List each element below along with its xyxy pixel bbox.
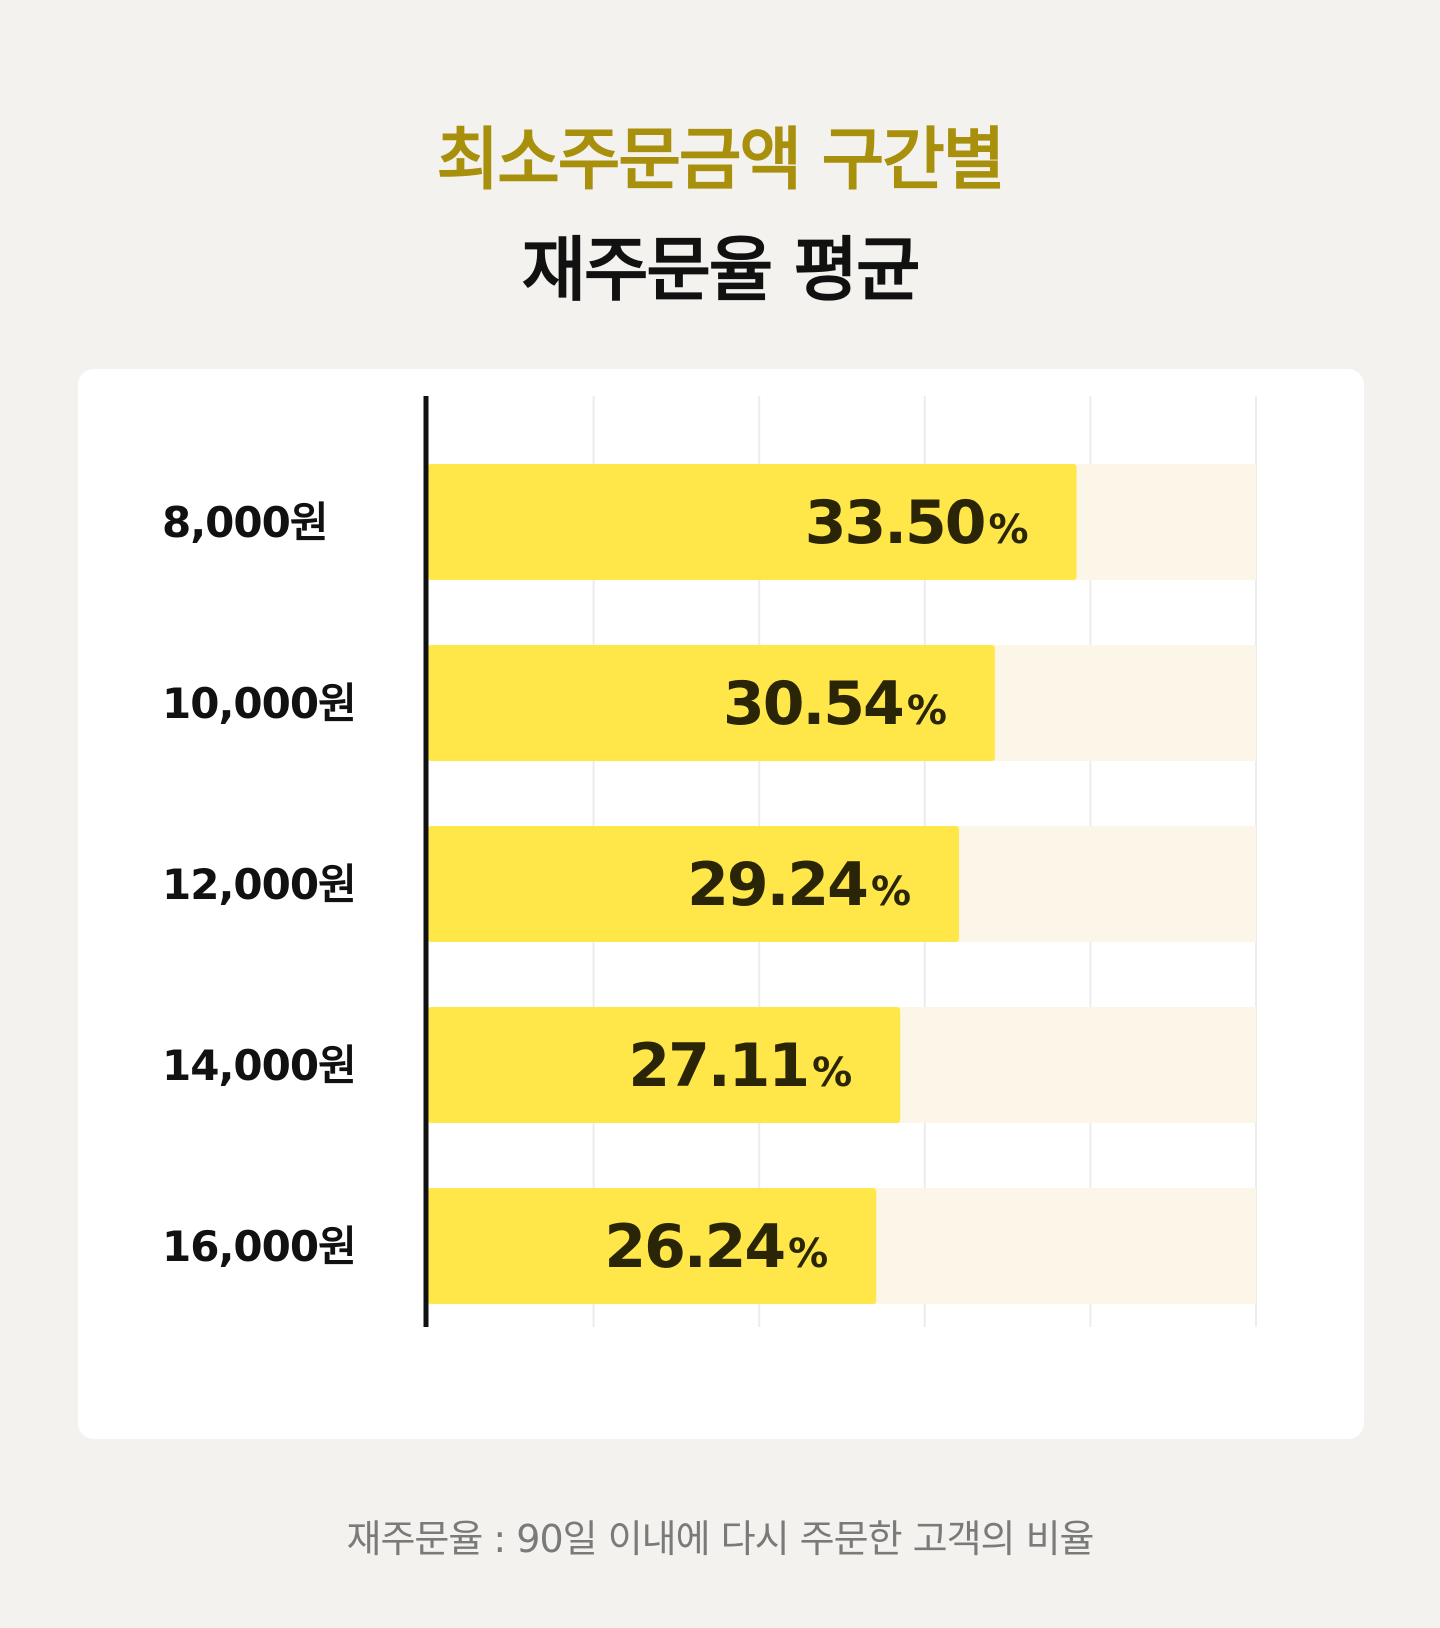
bar-chart: 8,000원 33.50 %10,000원 30.54 %12,000원 29.24 %14… xyxy=(162,396,1257,1327)
category-label: 14,000원 xyxy=(162,1041,356,1090)
chart-title-line1: 최소주문금액 구간별 xyxy=(436,121,1006,200)
category-label: 8,000원 xyxy=(162,498,328,547)
value-unit: % xyxy=(812,1050,851,1096)
value-label: 30.54% xyxy=(723,669,946,739)
bar xyxy=(428,1007,901,1123)
value-unit: % xyxy=(788,1231,827,1277)
bar xyxy=(428,826,960,942)
category-label: 10,000원 xyxy=(162,679,356,728)
category-label: 16,000원 xyxy=(162,1222,356,1271)
value-unit: % xyxy=(907,688,946,734)
chart-title-line2: 재주문율 평균 xyxy=(521,229,921,311)
value-unit: % xyxy=(989,507,1028,553)
bar xyxy=(428,645,995,761)
value-unit: % xyxy=(871,869,910,915)
bar xyxy=(428,1188,877,1304)
category-label: 12,000원 xyxy=(162,860,356,909)
chart-card: 8,000원 33.50% 10,000원 30.54% 12,000원 29.24% 14… xyxy=(78,369,1364,1439)
footnote: 재주문율 : 90일 이내에 다시 주문한 고객의 비율 xyxy=(346,1517,1095,1561)
bar xyxy=(428,464,1077,580)
